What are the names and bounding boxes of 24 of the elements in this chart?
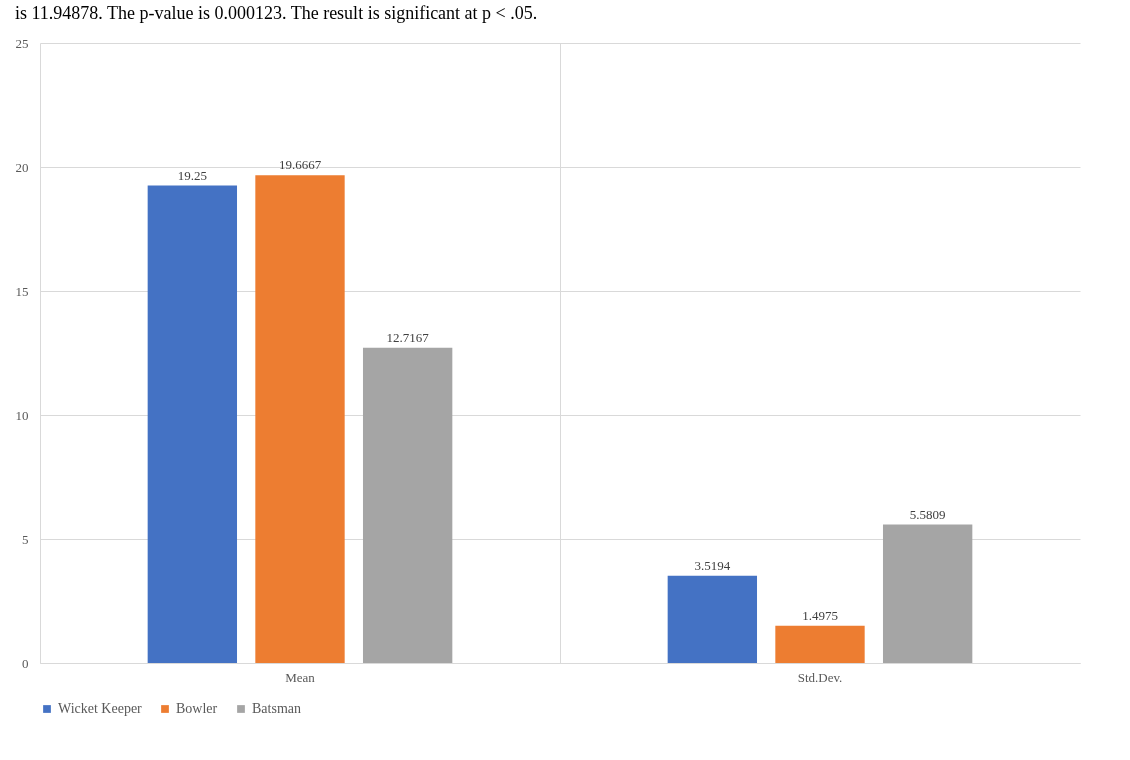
- y-tick-label: 15: [15, 283, 29, 299]
- y-tick-label: 0: [22, 655, 29, 671]
- bar: [362, 347, 453, 663]
- data-label: 1.4975: [802, 607, 838, 623]
- bar: [667, 575, 758, 663]
- x-tick-label: Std.Dev.: [797, 669, 843, 685]
- data-label: 12.7167: [386, 329, 430, 345]
- bar: [147, 185, 238, 663]
- y-tick-label: 10: [15, 407, 29, 423]
- y-tick-label: 20: [15, 159, 29, 175]
- legend-label: Batsman: [252, 701, 301, 716]
- x-tick-label: Mean: [285, 669, 316, 685]
- bar: [255, 175, 345, 663]
- data-label: 19.6667: [278, 157, 322, 173]
- data-label: 5.5809: [909, 506, 946, 522]
- y-tick-label: 25: [15, 35, 29, 51]
- data-label: 3.5194: [694, 557, 731, 573]
- bar: [775, 625, 865, 663]
- text: is 11.94878. The p-value is 0.000123. The result is significant at p < .05.: [15, 3, 538, 23]
- legend-label: Wicket Keeper: [58, 701, 143, 716]
- legend-label: Bowler: [176, 701, 218, 716]
- y-tick-label: 5: [22, 531, 29, 547]
- bar: [882, 524, 973, 663]
- data-label: 19.25: [177, 167, 207, 183]
